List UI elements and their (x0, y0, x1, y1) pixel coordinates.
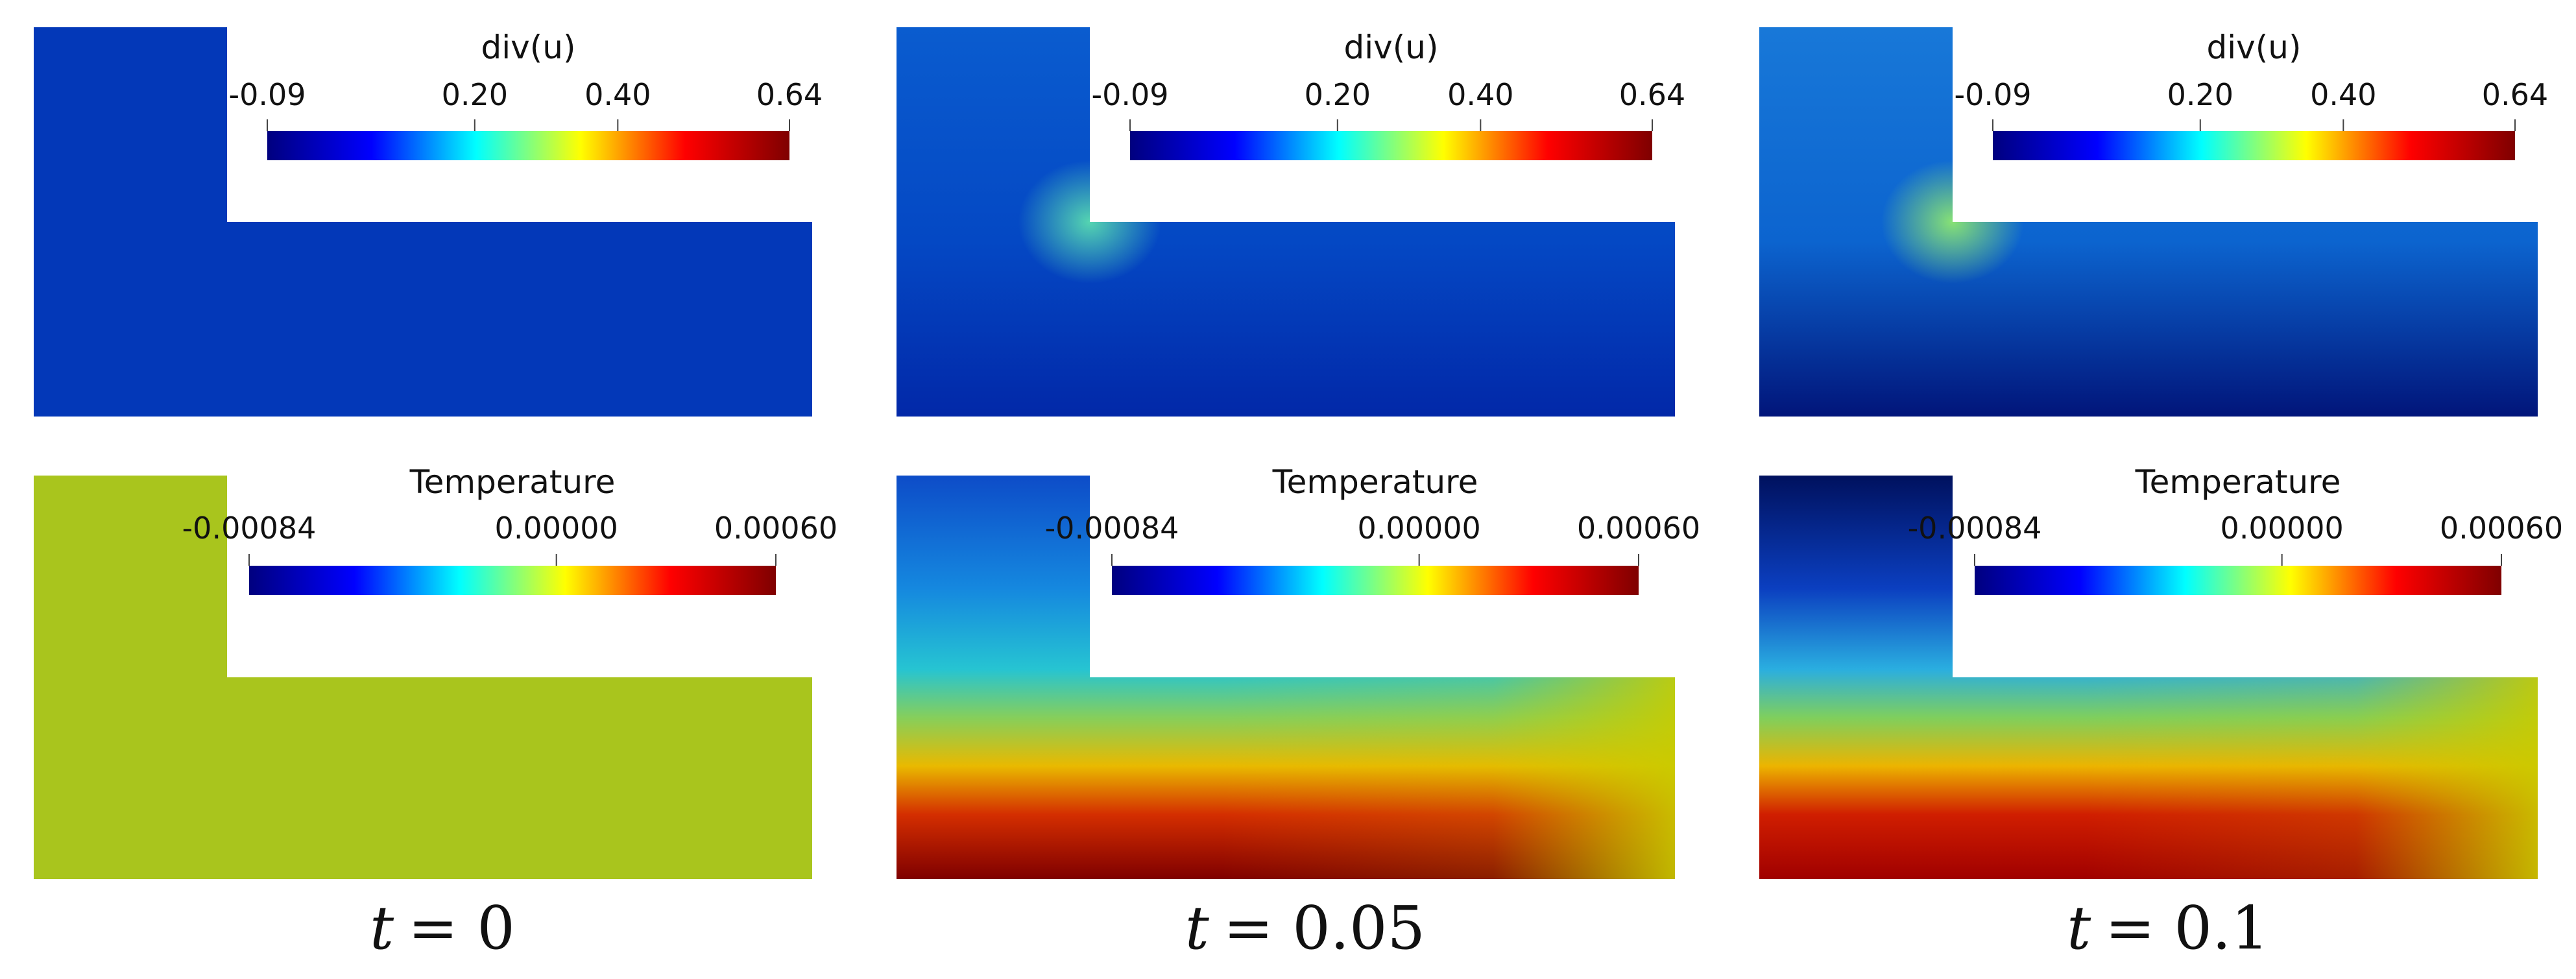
colorbar-tick-label: -0.00084 (1908, 511, 2042, 546)
colorbar-tick-label: 0.40 (1447, 77, 1513, 112)
colorbar-tick-label: 0.64 (756, 77, 823, 112)
colorbar-tick-label: 0.40 (2310, 77, 2376, 112)
colorbar-gradient (1112, 566, 1639, 595)
colorbar-title: div(u) (1344, 29, 1439, 66)
colorbar-tick-label: 0.00000 (495, 511, 618, 546)
field-domain (34, 27, 812, 417)
time-variable: t (1185, 893, 1210, 963)
colorbar: div(u) -0.09 0.20 0.40 0.64 (228, 29, 823, 160)
divu-panel-t2 (1759, 27, 2538, 417)
colorbar-tick-label: 0.00000 (1358, 511, 1481, 546)
colorbar-tick-label: 0.00060 (1577, 511, 1700, 546)
colorbar-title: Temperature (1272, 463, 1478, 501)
colorbar-tick-label: 0.40 (584, 77, 651, 112)
colorbar: Temperature -0.00084 0.00000 0.00060 (182, 463, 837, 595)
colorbar: div(u) -0.09 0.20 0.40 0.64 (1091, 29, 1685, 160)
colorbar-gradient (249, 566, 776, 595)
colorbar: Temperature -0.00084 0.00000 0.00060 (1045, 463, 1700, 595)
colorbar-gradient (267, 131, 789, 160)
time-label: t = 0 (370, 893, 515, 963)
temperature-panel-t2 (1759, 476, 2538, 879)
divu-panel-t1 (897, 27, 1675, 417)
temperature-panel-t1 (897, 476, 1675, 879)
colorbar-title: Temperature (2135, 463, 2341, 501)
colorbar-tick-label: 0.20 (2167, 77, 2233, 112)
colorbar-gradient (1993, 131, 2515, 160)
time-label: t = 0.05 (1185, 893, 1425, 963)
temperature-panel-t0 (34, 476, 812, 879)
colorbar-tick-label: 0.20 (442, 77, 508, 112)
field-domain (34, 476, 812, 879)
time-label: t = 0.1 (2067, 893, 2269, 963)
colorbar-tick-label: -0.00084 (1045, 511, 1179, 546)
colorbar: div(u) -0.09 0.20 0.40 0.64 (1954, 29, 2548, 160)
colorbar-tick-label: 0.00060 (2440, 511, 2563, 546)
colorbar-tick-label: -0.00084 (182, 511, 317, 546)
time-value: = 0.1 (2105, 893, 2269, 963)
colorbar: Temperature -0.00084 0.00000 0.00060 (1908, 463, 2563, 595)
time-variable: t (370, 893, 394, 963)
colorbar-title: div(u) (2207, 29, 2302, 66)
colorbar-tick-label: 0.00060 (714, 511, 837, 546)
time-value: = 0.05 (1223, 893, 1425, 963)
colorbar-tick-label: -0.09 (1954, 77, 2031, 112)
colorbar-tick-label: 0.20 (1305, 77, 1371, 112)
time-value: = 0 (408, 893, 515, 963)
colorbar-tick-label: 0.64 (1619, 77, 1685, 112)
corner-singularity (1018, 160, 1161, 284)
time-variable: t (2067, 893, 2091, 963)
colorbar-tick-label: 0.64 (2482, 77, 2548, 112)
corner-singularity (1881, 160, 2024, 284)
colorbar-tick-label: 0.00000 (2221, 511, 2344, 546)
field-domain (897, 27, 1675, 417)
divu-panel-t0 (34, 27, 812, 417)
colorbar-gradient (1130, 131, 1652, 160)
colorbar-title: div(u) (481, 29, 576, 66)
colorbar-tick-label: -0.09 (228, 77, 306, 112)
colorbar-title: Temperature (409, 463, 616, 501)
colorbar-gradient (1975, 566, 2501, 595)
field-domain (1759, 27, 2538, 417)
colorbar-tick-label: -0.09 (1091, 77, 1168, 112)
